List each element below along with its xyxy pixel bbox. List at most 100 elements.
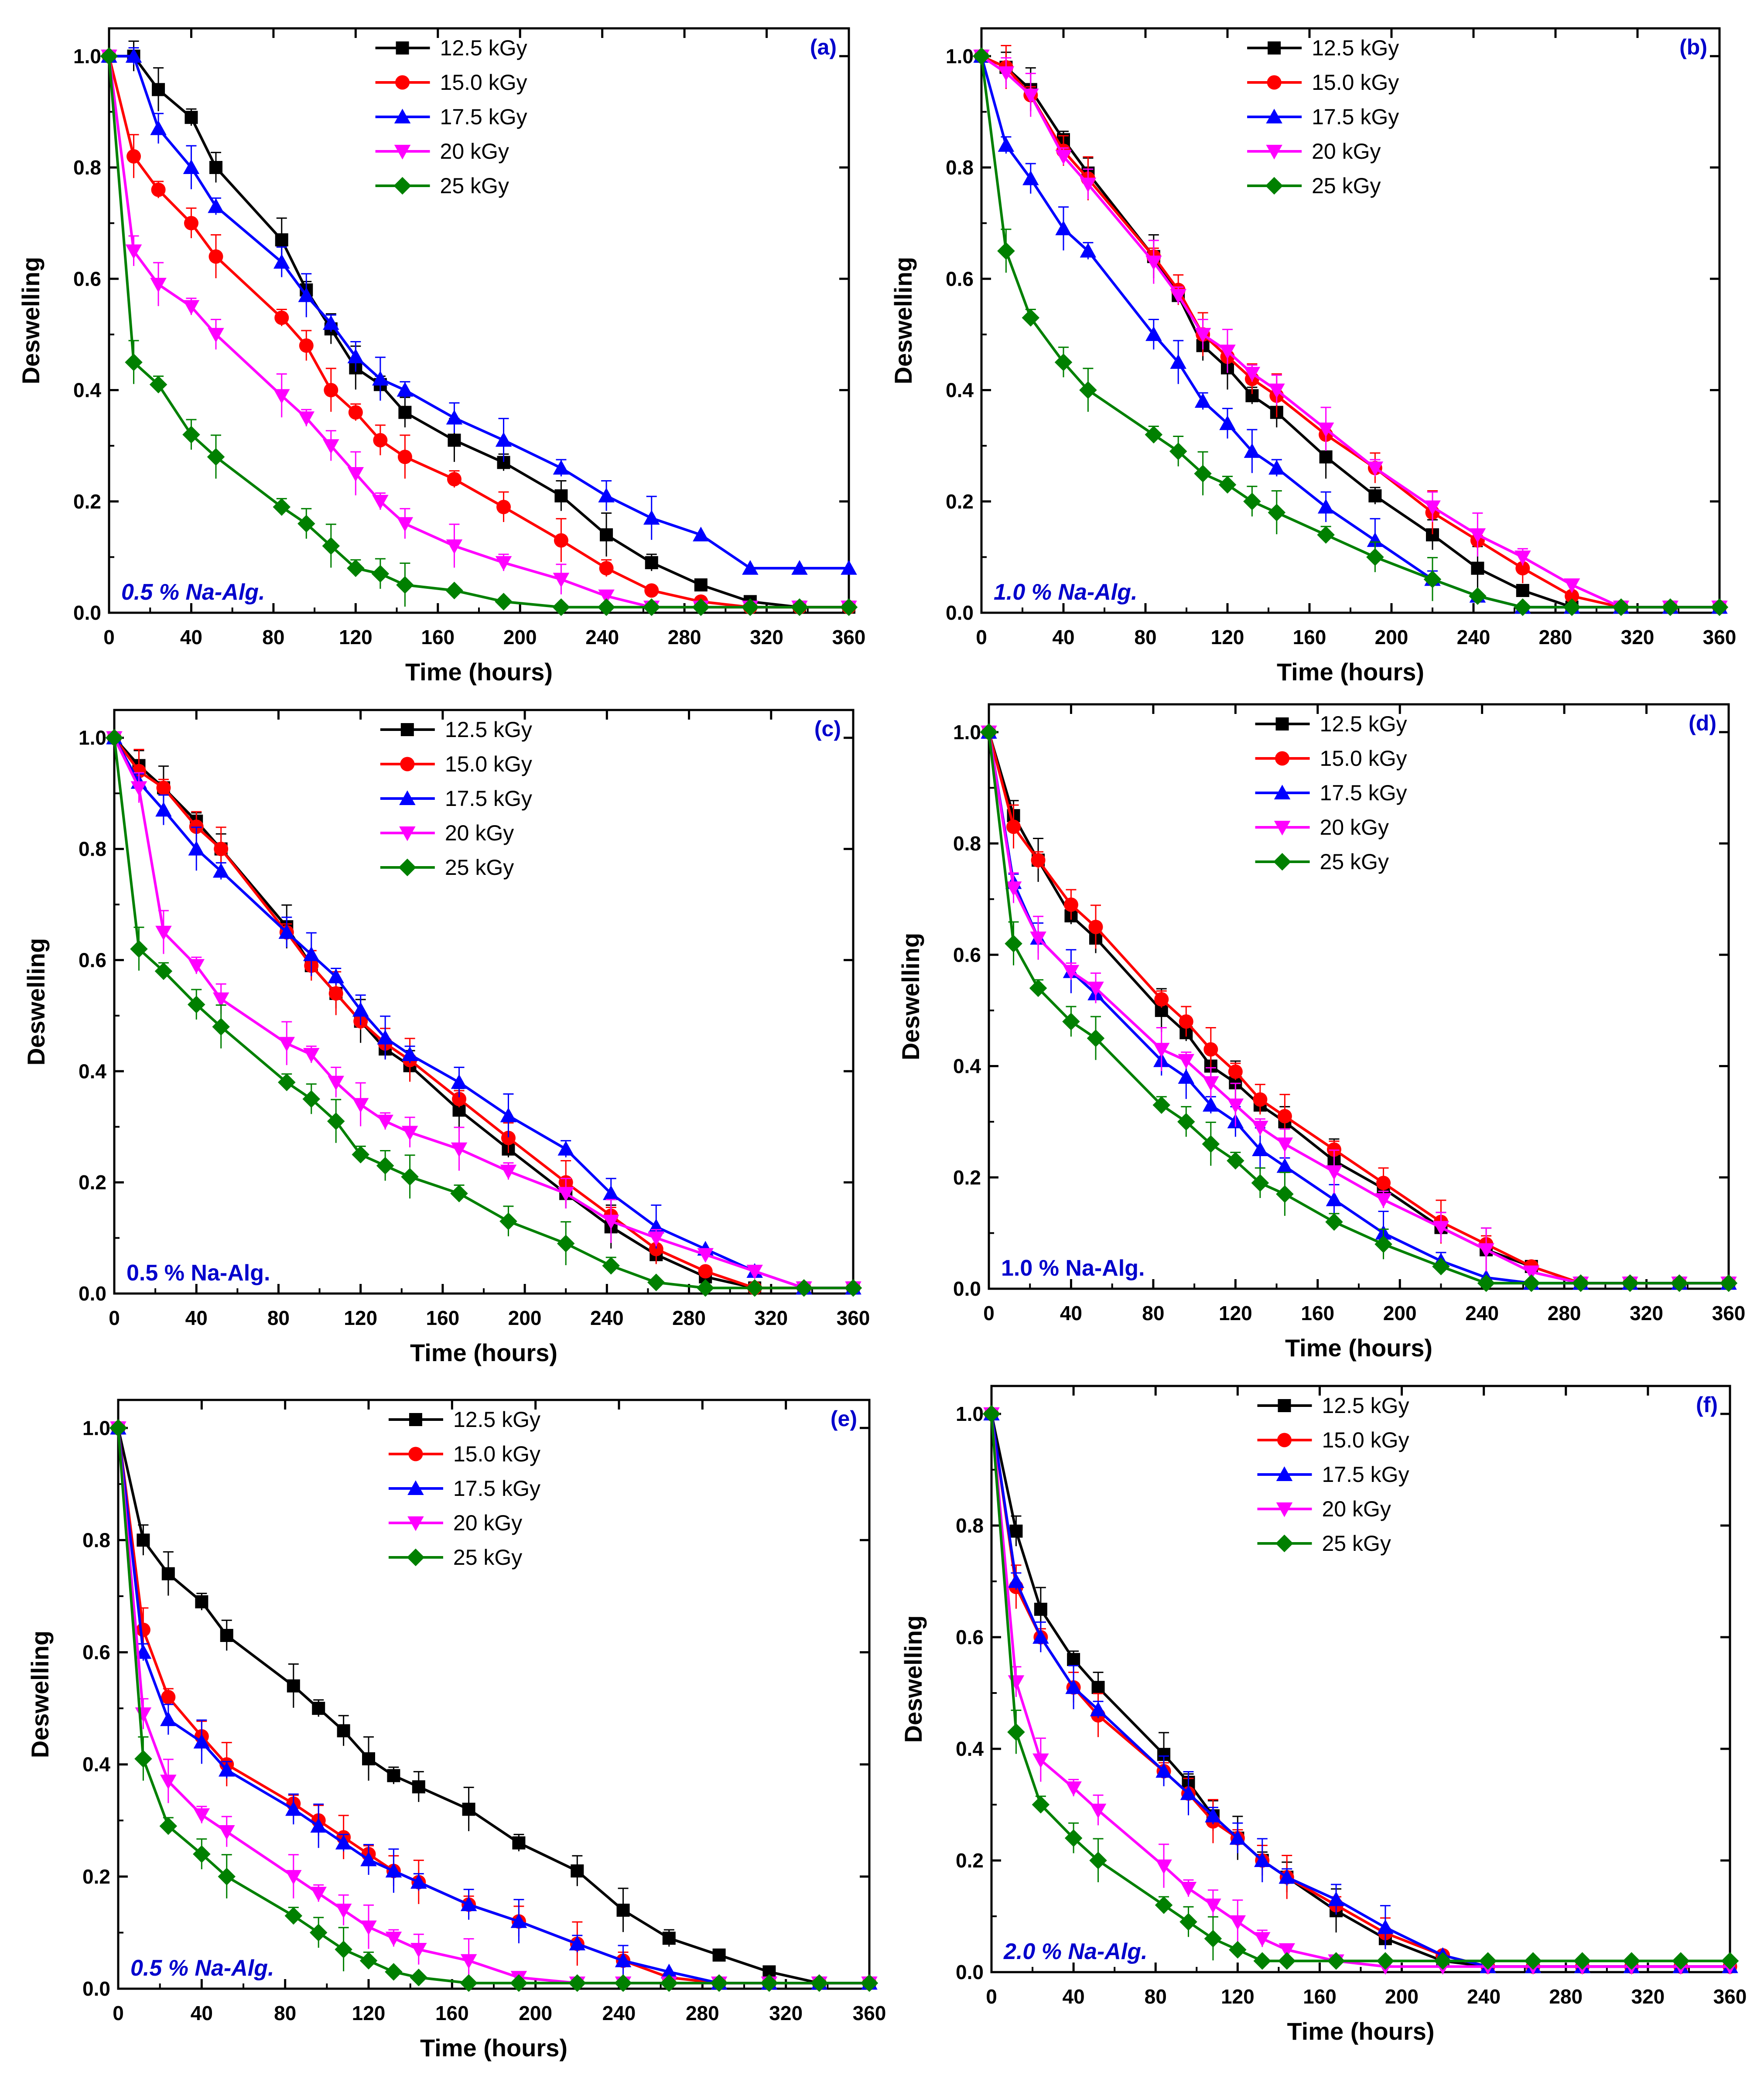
data-point (446, 410, 463, 425)
data-point (1022, 309, 1040, 327)
x-tick-label: 360 (853, 2002, 886, 2024)
series-line (113, 737, 853, 1290)
data-point (554, 489, 568, 502)
data-point (273, 389, 290, 404)
data-point (499, 1212, 517, 1230)
panel-f: 0 40 80 120 160 200 240 280 320 360 0.0 0.2 0.4 0.6 0.… (899, 1385, 1747, 2045)
data-point (218, 1867, 236, 1886)
data-point (649, 1242, 663, 1256)
x-tick-label: 360 (832, 626, 866, 649)
data-point (1374, 1235, 1392, 1253)
data-point (1179, 1014, 1193, 1029)
data-point (1325, 1213, 1343, 1231)
data-point (299, 338, 314, 353)
data-point (1434, 1952, 1452, 1970)
data-point (1194, 464, 1212, 483)
y-tick-label: 0.8 (73, 156, 101, 179)
series-line (109, 55, 849, 570)
data-point (284, 1907, 303, 1925)
legend-label: 25 kGy (1312, 174, 1381, 198)
data-point (614, 1974, 632, 1992)
data-point (501, 1130, 516, 1145)
data-point (1268, 504, 1286, 522)
data-point (1202, 1135, 1220, 1153)
data-point (309, 1924, 328, 1942)
data-point (302, 1090, 320, 1108)
data-point (1319, 450, 1333, 464)
data-point (152, 83, 165, 96)
data-point (359, 1952, 378, 1970)
data-point (557, 1235, 575, 1253)
data-point (208, 198, 224, 213)
data-point (1670, 1274, 1689, 1292)
data-point (1563, 598, 1581, 616)
data-point (1612, 598, 1630, 616)
y-tick-label: 1.0 (946, 45, 974, 68)
y-tick-label: 0.0 (82, 1977, 110, 2000)
data-point (1563, 578, 1580, 593)
data-point (1087, 1029, 1105, 1047)
x-tick-label: 40 (180, 626, 202, 649)
data-point (136, 1622, 150, 1637)
data-point (328, 986, 343, 1001)
data-point (710, 1974, 728, 1992)
data-point (401, 1168, 419, 1186)
data-point (385, 1863, 402, 1877)
data-point (452, 1092, 467, 1106)
data-point (1055, 220, 1072, 236)
data-point (1661, 598, 1679, 616)
y-tick-label: 0.6 (79, 949, 106, 971)
data-point (100, 47, 118, 65)
data-point (285, 1870, 302, 1885)
data-point (322, 537, 340, 555)
data-point (1228, 1064, 1243, 1079)
y-tick-label: 0.6 (73, 267, 101, 290)
data-point (273, 254, 290, 269)
data-point (397, 382, 414, 397)
data-point (303, 1048, 320, 1063)
data-point (462, 1802, 475, 1816)
data-point (1317, 526, 1335, 544)
data-point (1054, 353, 1073, 371)
y-tick-label: 1.0 (79, 727, 106, 749)
concentration-annotation: 0.5 % Na-Alg. (130, 1956, 274, 1981)
x-tick-label: 280 (1539, 626, 1573, 649)
data-point (696, 1279, 714, 1297)
data-point (1089, 1851, 1107, 1870)
data-point (1243, 492, 1261, 511)
series-12-5-kgy (985, 1407, 1737, 1973)
data-point (412, 1780, 425, 1794)
data-point (155, 802, 172, 817)
y-tick-label: 0.6 (953, 943, 981, 966)
data-point (137, 1533, 150, 1547)
series-17-5-kgy (110, 1420, 878, 1990)
data-point (446, 539, 463, 554)
legend-marker (399, 826, 416, 841)
data-point (495, 593, 513, 611)
data-point (195, 1595, 209, 1608)
x-tick-label: 40 (1060, 1302, 1082, 1324)
legend: 12.5 kGy 15.0 kGy 17.5 kGy 20 kGy 25 kGy (1247, 36, 1399, 198)
x-tick-label: 320 (1630, 1302, 1663, 1324)
data-point (347, 467, 364, 482)
x-tick-label: 80 (1134, 626, 1156, 649)
data-point (1366, 548, 1384, 566)
data-point (1229, 1830, 1246, 1845)
data-point (149, 375, 168, 394)
data-point (335, 1834, 352, 1850)
series-12-5-kgy (975, 49, 1726, 614)
legend-marker (407, 1516, 424, 1531)
data-point (450, 1184, 468, 1202)
y-tick-label: 0.8 (82, 1529, 110, 1551)
x-tick-label: 200 (1375, 626, 1408, 649)
x-tick-label: 320 (750, 626, 783, 649)
data-point (184, 216, 198, 231)
data-point (1067, 1653, 1080, 1666)
data-point (598, 488, 615, 502)
y-axis-label: Deswelling (22, 938, 50, 1066)
data-point (1205, 1807, 1221, 1823)
data-point (1514, 550, 1531, 566)
series-17-5-kgy (973, 48, 1728, 614)
data-point (445, 581, 463, 600)
data-point (387, 1769, 400, 1782)
